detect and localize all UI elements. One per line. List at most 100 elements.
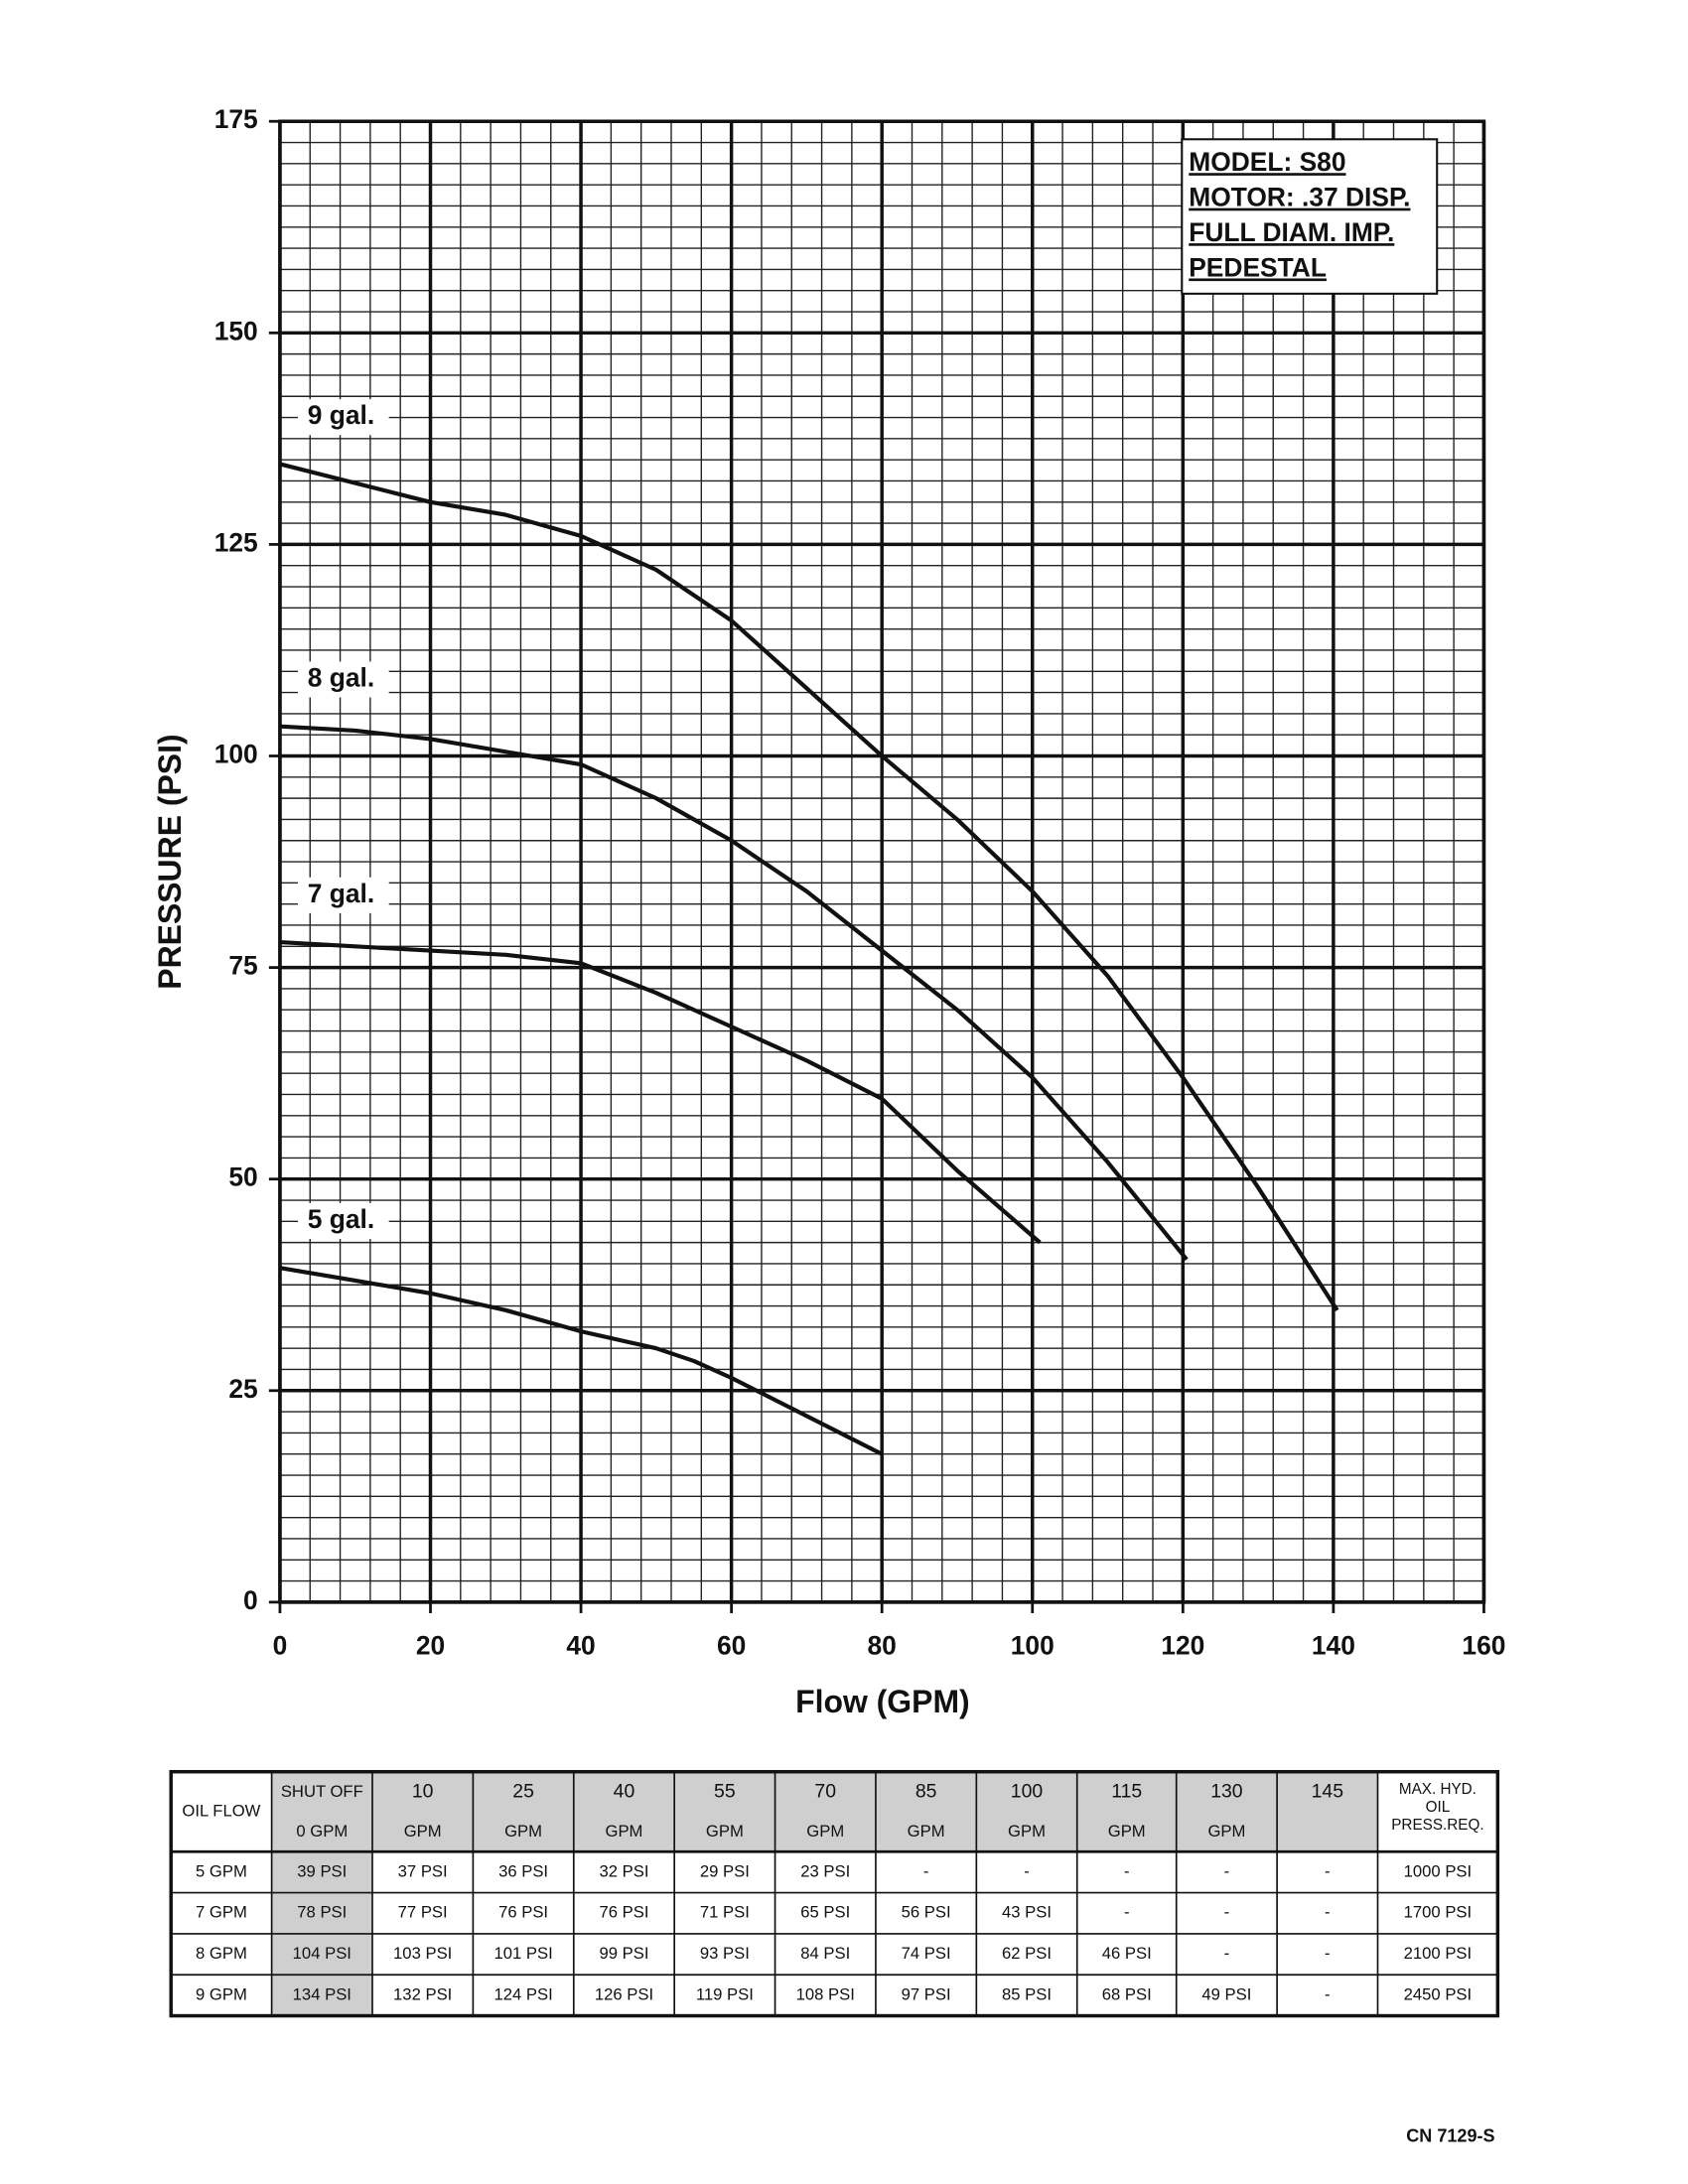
table-cell: 134 PSI — [293, 1984, 352, 2003]
table-cell: 74 PSI — [902, 1944, 951, 1963]
table-header: GPM — [908, 1822, 945, 1841]
table-cell: 2450 PSI — [1404, 1984, 1473, 2003]
table-header: GPM — [504, 1822, 542, 1841]
table-cell: 23 PSI — [800, 1861, 850, 1880]
table-cell: 108 PSI — [796, 1984, 855, 2003]
table-cell: - — [1124, 1903, 1130, 1922]
footer-code: CN 7129-S — [1406, 2126, 1494, 2146]
header-cell-bg — [976, 1771, 1077, 1852]
header-cell-bg — [674, 1771, 775, 1852]
curve-label-bg — [298, 1202, 389, 1240]
info-box — [1181, 138, 1439, 295]
header-cell-bg — [573, 1771, 675, 1852]
table-header: 130 — [1210, 1781, 1243, 1803]
table-cell: 32 PSI — [599, 1861, 648, 1880]
x-tick-label: 160 — [1462, 1631, 1505, 1661]
table-cell: - — [1325, 1861, 1331, 1880]
table-header: 0 GPM — [296, 1822, 348, 1841]
table-cell: 93 PSI — [700, 1944, 750, 1963]
curve — [279, 939, 1042, 1245]
curve-label-bg — [298, 661, 389, 698]
y-tick-label: 125 — [214, 527, 258, 557]
table-header: PRESS.REQ. — [1391, 1817, 1483, 1834]
info-line: MODEL: S80 — [1189, 147, 1345, 177]
table-cell: 77 PSI — [398, 1903, 448, 1922]
table-cell: - — [1224, 1903, 1230, 1922]
table-cell: 7 GPM — [196, 1903, 247, 1922]
header-cell-bg — [271, 1771, 372, 1852]
table-cell: 29 PSI — [700, 1861, 750, 1880]
header-cell-bg — [774, 1771, 876, 1852]
x-tick-label: 80 — [868, 1631, 897, 1661]
table-corner: OIL FLOW — [182, 1801, 260, 1820]
info-line: MOTOR: .37 DISP. — [1189, 183, 1410, 212]
table-cell: 103 PSI — [393, 1944, 452, 1963]
table-header: 70 — [814, 1781, 836, 1803]
table-cell: 62 PSI — [1002, 1944, 1052, 1963]
table-header: 100 — [1011, 1781, 1044, 1803]
x-tick-label: 0 — [273, 1631, 288, 1661]
x-tick-label: 140 — [1312, 1631, 1355, 1661]
table-header: GPM — [404, 1822, 442, 1841]
table-header: GPM — [1008, 1822, 1046, 1841]
y-tick-label: 0 — [243, 1585, 258, 1615]
table-header: MAX. HYD. — [1399, 1781, 1477, 1798]
y-tick-label: 175 — [214, 104, 258, 134]
y-tick-label: 150 — [214, 316, 258, 345]
header-cell-bg — [875, 1771, 977, 1852]
table-header: GPM — [1207, 1822, 1245, 1841]
table-cell: 126 PSI — [595, 1984, 653, 2003]
table-header: GPM — [806, 1822, 844, 1841]
info-line: FULL DIAM. IMP. — [1189, 217, 1394, 247]
table-header: SHUT OFF — [281, 1782, 363, 1801]
y-axis-title: PRESSURE (PSI) — [152, 734, 188, 989]
table-cell: 39 PSI — [297, 1861, 347, 1880]
table-header: 85 — [915, 1781, 937, 1803]
x-tick-label: 20 — [416, 1631, 445, 1661]
table-cell: 36 PSI — [498, 1861, 548, 1880]
table-cell: 99 PSI — [599, 1944, 648, 1963]
table-cell: - — [1224, 1861, 1230, 1880]
curve-label-bg — [298, 399, 389, 436]
curve-label: 8 gal. — [308, 662, 374, 692]
table-cell: - — [1124, 1861, 1130, 1880]
table-frame — [169, 1769, 1500, 2018]
header-cell-bg — [1076, 1771, 1177, 1852]
table-cell: 56 PSI — [902, 1903, 951, 1922]
table-cell: 1000 PSI — [1404, 1861, 1473, 1880]
table-cell: 84 PSI — [800, 1944, 850, 1963]
y-tick-label: 75 — [228, 951, 257, 981]
curve — [279, 462, 1339, 1311]
table-header: GPM — [605, 1822, 642, 1841]
table-cell: 124 PSI — [493, 1984, 552, 2003]
shutoff-cell-bg — [271, 1851, 372, 1893]
x-axis-title: Flow (GPM) — [795, 1684, 970, 1719]
table-cell: - — [1325, 1903, 1331, 1922]
table-cell: 9 GPM — [196, 1984, 247, 2003]
table-header: 25 — [512, 1781, 534, 1803]
table-cell: - — [1024, 1861, 1030, 1880]
table-cell: 132 PSI — [393, 1984, 452, 2003]
table-header: 145 — [1312, 1781, 1343, 1803]
x-tick-label: 100 — [1011, 1631, 1055, 1661]
curve-label: 7 gal. — [308, 879, 374, 908]
y-tick-label: 25 — [228, 1374, 257, 1404]
table-cell: - — [1325, 1984, 1331, 2003]
table-cell: 104 PSI — [293, 1944, 352, 1963]
header-cell-bg — [1176, 1771, 1278, 1852]
info-line: PEDESTAL — [1189, 252, 1327, 282]
table-header: 55 — [714, 1781, 736, 1803]
shutoff-cell-bg — [271, 1975, 372, 2016]
table-header: 10 — [412, 1781, 434, 1803]
plot-frame — [278, 119, 1486, 1604]
table-cell: 5 GPM — [196, 1861, 247, 1880]
table-cell: 46 PSI — [1102, 1944, 1152, 1963]
table-cell: 65 PSI — [800, 1903, 850, 1922]
curve-label-bg — [298, 877, 389, 913]
table-header: 40 — [614, 1781, 635, 1803]
table-cell: 8 GPM — [196, 1944, 247, 1963]
table-cell: - — [923, 1861, 929, 1880]
table-cell: 76 PSI — [599, 1903, 648, 1922]
table-cell: 68 PSI — [1102, 1984, 1152, 2003]
